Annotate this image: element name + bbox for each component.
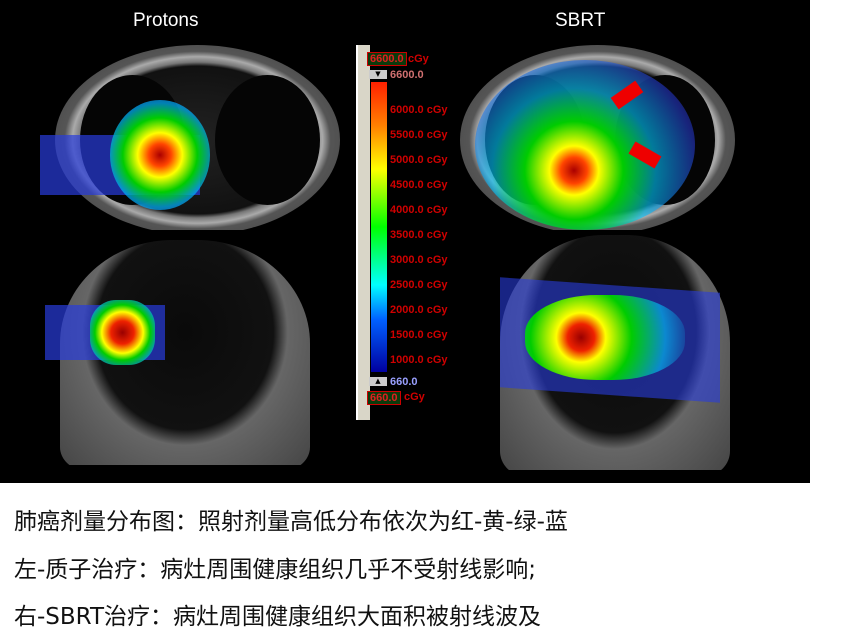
protons-sagittal-scan: [45, 235, 345, 465]
sbrt-axial-scan: [455, 40, 735, 230]
tick-label: 3000.0 cGy: [390, 254, 448, 266]
max-handle-down-icon[interactable]: ▼: [369, 70, 387, 79]
tick-label: 3500.0 cGy: [390, 229, 448, 241]
min-dose-input[interactable]: 660.0: [367, 391, 401, 405]
dose-comparison-figure: Protons SBRT 6600.0 cGy ▼ 6600.0 6000.0 …: [0, 0, 810, 483]
protons-title: Protons: [133, 10, 199, 31]
dose-color-scale: [371, 82, 387, 372]
sbrt-sagittal-scan: [495, 230, 735, 470]
protons-axial-scan: [40, 40, 340, 230]
sbrt-title: SBRT: [555, 10, 606, 31]
colorbar-scrollbar[interactable]: [356, 45, 370, 420]
caption-line-1: 肺癌剂量分布图：照射剂量高低分布依次为红-黄-绿-蓝: [14, 509, 568, 535]
max-dose-unit: cGy: [408, 53, 429, 65]
caption-line-3: 右-SBRT治疗：病灶周围健康组织大面积被射线波及: [14, 604, 542, 630]
max-marker: 6600.0: [390, 69, 424, 81]
tick-label: 4000.0 cGy: [390, 204, 448, 216]
tick-label: 5000.0 cGy: [390, 154, 448, 166]
tick-label: 5500.0 cGy: [390, 129, 448, 141]
tick-label: 2000.0 cGy: [390, 304, 448, 316]
tick-label: 1000.0 cGy: [390, 354, 448, 366]
caption-line-2: 左-质子治疗：病灶周围健康组织几乎不受射线影响;: [14, 557, 537, 583]
min-dose-unit: cGy: [404, 391, 425, 403]
max-dose-input[interactable]: 6600.0: [367, 52, 407, 66]
tick-label: 4500.0 cGy: [390, 179, 448, 191]
tick-label: 1500.0 cGy: [390, 329, 448, 341]
min-marker: 660.0: [390, 376, 418, 388]
min-handle-up-icon[interactable]: ▲: [369, 377, 387, 386]
tick-label: 2500.0 cGy: [390, 279, 448, 291]
tick-label: 6000.0 cGy: [390, 104, 448, 116]
